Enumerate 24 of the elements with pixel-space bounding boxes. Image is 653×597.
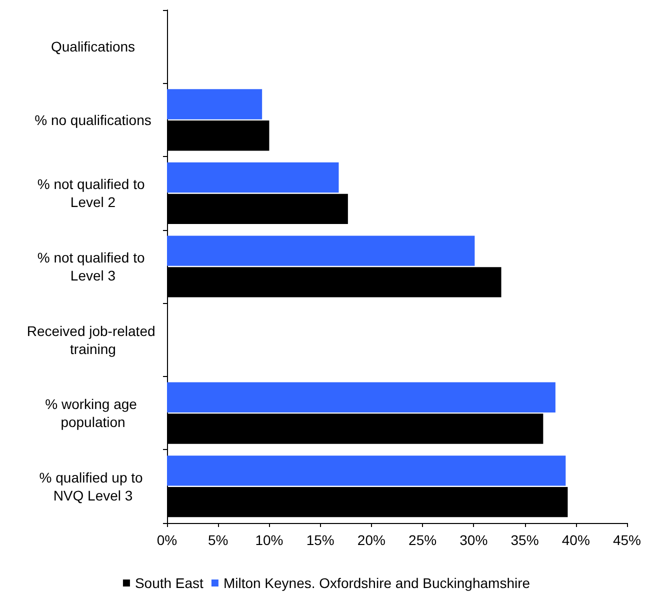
x-tick-label: 20% [357, 532, 386, 548]
y-tick-label: % not qualified to Level 2 [37, 176, 149, 210]
legend-label: South East [134, 575, 204, 591]
x-tick-label: 0% [156, 532, 178, 548]
bar [167, 456, 566, 486]
legend-label: Milton Keynes. Oxfordshire and Buckinghamshire [223, 575, 530, 591]
x-tick-label: 15% [306, 532, 334, 548]
x-tick-label: 40% [562, 532, 590, 548]
y-tick-label: % qualified up to NVQ Level 3 [39, 469, 147, 504]
bar [167, 382, 556, 412]
y-tick-label: Received job-related training [26, 322, 160, 357]
x-tick-label: 25% [408, 532, 437, 548]
y-tick-label: % working age population [45, 396, 141, 430]
x-tick-label: 10% [255, 532, 284, 548]
y-tick-label: % no qualifications [34, 112, 152, 128]
y-tick-label: Qualifications [50, 38, 136, 55]
x-tick-label: 5% [208, 532, 228, 548]
x-tick-label: 35% [510, 532, 539, 548]
x-tick-label: 30% [460, 532, 488, 548]
x-tick-label: 45% [612, 532, 642, 548]
bar [167, 236, 475, 266]
y-tick-label: % not qualified to Level 3 [37, 250, 149, 284]
bar [167, 89, 262, 120]
bar [167, 162, 339, 193]
